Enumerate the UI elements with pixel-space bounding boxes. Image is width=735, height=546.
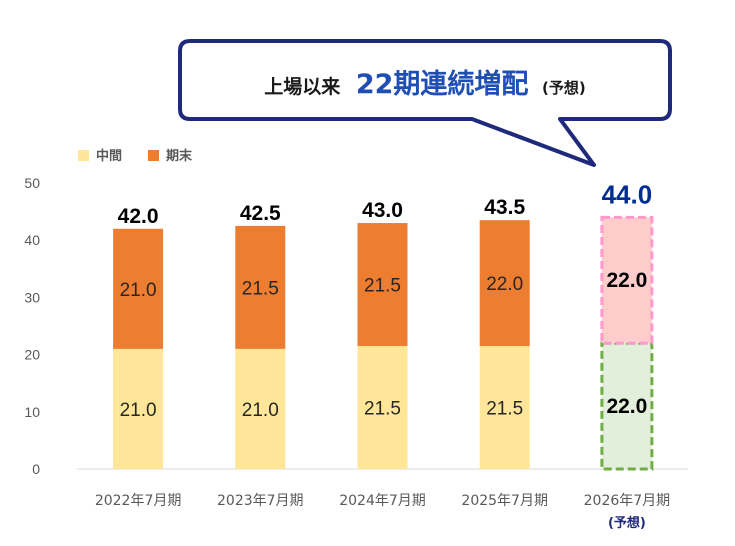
callout-highlight: 22期連続増配 bbox=[356, 68, 529, 100]
total-label: 44.0 bbox=[602, 179, 653, 209]
data-label: 22.0 bbox=[606, 395, 647, 418]
bar-interim bbox=[357, 346, 408, 469]
total-labels: 42.0 42.5 43.0 43.5 44.0 bbox=[118, 179, 653, 227]
bar-interim bbox=[113, 348, 164, 469]
data-label: 21.5 bbox=[364, 399, 401, 420]
callout-shape bbox=[178, 39, 672, 167]
data-label: 22.0 bbox=[486, 274, 523, 295]
legend-label-interim: 中間 bbox=[96, 148, 122, 164]
data-label: 21.0 bbox=[242, 400, 279, 421]
total-label: 43.5 bbox=[484, 196, 525, 219]
x-tick-label: 2024年7月期 bbox=[339, 493, 426, 509]
total-label: 43.0 bbox=[362, 199, 403, 222]
y-tick-label: 40 bbox=[24, 232, 40, 248]
data-label: 21.5 bbox=[242, 278, 279, 299]
legend: 中間 期末 bbox=[78, 148, 193, 164]
y-tick-label: 20 bbox=[24, 347, 40, 363]
bar-final bbox=[235, 225, 286, 349]
bar-final bbox=[357, 223, 408, 347]
x-tick-label: 2022年7月期 bbox=[95, 493, 182, 509]
y-tick-label: 50 bbox=[24, 175, 40, 191]
legend-label-final: 期末 bbox=[166, 148, 193, 164]
bar-final bbox=[479, 220, 530, 347]
x-axis: 2022年7月期 2023年7月期 2024年7月期 2025年7月期 2026年7月期… bbox=[95, 493, 670, 531]
data-label: 21.5 bbox=[364, 276, 401, 297]
callout-bubble: 上場以来 22期連続増配 (予想) bbox=[178, 39, 672, 167]
data-label: 22.0 bbox=[606, 269, 647, 292]
x-tick-label: 2023年7月期 bbox=[217, 493, 304, 509]
x-tick-note: (予想) bbox=[608, 515, 646, 531]
y-tick-label: 10 bbox=[24, 404, 40, 420]
x-tick-label: 2026年7月期 bbox=[584, 493, 671, 509]
legend-swatch-interim bbox=[78, 150, 89, 161]
bars bbox=[113, 215, 654, 471]
y-axis: 0 10 20 30 40 50 bbox=[24, 175, 40, 477]
data-label: 21.0 bbox=[120, 400, 157, 421]
data-label: 21.5 bbox=[486, 399, 523, 420]
callout-suffix: (予想) bbox=[542, 79, 586, 97]
legend-swatch-final bbox=[148, 150, 159, 161]
y-tick-label: 0 bbox=[32, 461, 40, 477]
callout-prefix: 上場以来 bbox=[264, 76, 340, 98]
callout-text: 上場以来 22期連続増配 (予想) bbox=[264, 68, 585, 100]
bar-final bbox=[600, 215, 654, 345]
data-label: 21.0 bbox=[120, 280, 157, 301]
bar-interim bbox=[600, 341, 654, 471]
bar-interim bbox=[479, 346, 530, 469]
bar-final bbox=[113, 228, 164, 349]
bar-interim bbox=[235, 348, 286, 469]
data-labels: 21.0 21.0 21.0 21.5 21.5 21.5 21.5 22.0 22.0 22.0 bbox=[120, 269, 648, 421]
y-tick-label: 30 bbox=[24, 289, 40, 305]
total-label: 42.5 bbox=[240, 202, 281, 225]
total-label: 42.0 bbox=[118, 205, 159, 228]
x-tick-label: 2025年7月期 bbox=[461, 493, 548, 509]
